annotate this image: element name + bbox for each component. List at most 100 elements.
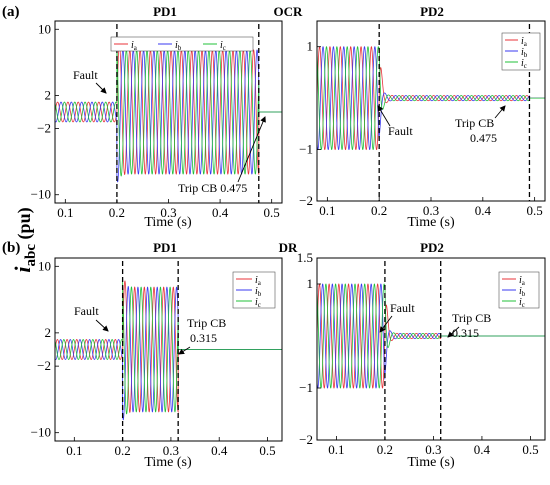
y-tick-label: −1 [299,142,313,157]
legend: ia ib ic [498,271,540,309]
x-axis-label: Time (s) [407,215,455,230]
annotation-trip-arrow [447,326,460,338]
legend: ia ib ic [110,36,254,52]
annotation-fault: Fault [74,304,99,318]
annotation-trip: Trip CB [452,311,491,325]
y-tick-label: 1 [307,276,314,291]
y-tick-label: −2 [299,432,313,447]
y-tick-label: 2 [45,325,52,340]
plot-area: 0.1 0.2 0.3 0.4 0.5 −10 −2 2 10 [31,20,283,220]
annotation-trip-arrow [237,116,266,183]
annotation-fault-arrow [377,105,391,127]
scheme-label-ocr: OCR [274,4,304,19]
annotation-trip-time: 0.475 [470,131,497,145]
annotation-trip: Trip CB 0.475 [178,181,247,195]
x-tick-label: 0.4 [474,442,491,457]
x-tick-label: 0.5 [264,205,280,220]
legend-label-ic: ic [255,297,261,309]
y-axis-label-unit: (pu) [14,207,35,244]
y-tick-label: 10 [38,21,51,36]
x-axis-label: Time (s) [144,215,192,230]
legend-label-ib: ib [175,40,182,52]
x-tick-label: 0.3 [423,203,439,218]
series-line-ic [317,46,545,151]
series-line-ib [55,48,282,183]
y-tick-label: −1 [299,380,313,395]
annotation-trip-arrow [494,105,506,119]
annotation-trip-time: 0.315 [190,331,217,345]
panel-a-pd1: PD1 0.1 0.2 0.3 0.4 0.5 −10 −2 2 10 Time (s) ia … [31,4,283,230]
x-axis-label: Time (s) [144,455,192,470]
x-tick-label: 0.2 [109,205,125,220]
annotation-trip-time: 0.315 [452,326,479,340]
plot-frame [54,257,283,442]
legend-label-ia: ia [519,275,526,287]
legend-label-ic: ic [521,58,527,70]
series-line-ic [317,283,545,389]
y-axis-label-sub: abc [23,244,39,267]
legend-label-ia: ia [131,40,138,52]
y-tick-label: 1.5 [297,250,313,265]
legend-label-ic: ic [519,297,525,309]
annotation-fault-arrow [95,319,109,332]
legend-label-ib: ib [521,47,528,59]
y-tick-label: 1 [307,39,314,54]
panel-title: PD1 [153,4,177,19]
x-tick-label: 0.4 [212,205,229,220]
x-tick-label: 0.5 [527,203,543,218]
y-tick-label: 2 [45,87,52,102]
x-tick-label: 0.3 [425,442,441,457]
panel-title: PD1 [153,240,177,255]
annotation-trip: Trip CB [455,116,494,130]
panel-a-pd2: PD2 0.1 0.2 0.3 0.4 0.5 −2 −1 1 Time (s) ia ib … [299,4,546,230]
annotation-fault: Fault [390,301,415,315]
x-tick-label: 0.2 [371,203,387,218]
x-tick-label: 0.3 [163,443,179,458]
series-line-ib [317,46,545,151]
x-axis-label: Time (s) [407,455,455,470]
x-tick-label: 0.1 [57,205,73,220]
x-tick-label: 0.2 [377,442,393,457]
x-tick-label: 0.1 [66,443,82,458]
annotation-fault-arrow [379,315,393,333]
panel-title: PD2 [420,4,444,19]
plot-frame [316,257,546,441]
legend-label-ic: ic [220,40,226,52]
annotation-fault: Fault [388,124,413,138]
annotation-trip-arrow [178,346,191,355]
scheme-label-dr: DR [279,240,298,255]
series-line-ia [55,43,282,176]
row-tag-a: (a) [2,4,20,20]
legend: ia ib ic [501,32,541,71]
annotation-fault-arrow [95,82,107,94]
x-tick-label: 0.4 [211,443,228,458]
y-axis-label-main: i [10,266,35,273]
row-tag-b: (b) [2,240,20,256]
annotation-fault: Fault [73,68,98,82]
panel-b-pd2: PD2 0.1 0.2 0.3 0.4 0.5 −2 −1 1 1.5 Time (s) ia … [297,240,546,470]
y-tick-label: −10 [31,425,51,440]
y-tick-label: −2 [299,193,313,208]
y-tick-label: 10 [38,258,51,273]
y-tick-label: −10 [31,187,51,202]
series-line-ia [317,46,545,151]
y-axis-label: iabc (pu) [10,207,39,272]
plot-area: 0.1 0.2 0.3 0.4 0.5 −2 −1 1 1.5 [297,250,546,457]
annotation-trip: Trip CB [187,316,226,330]
panel-b-pd1: PD1 0.1 0.2 0.3 0.4 0.5 −10 −2 2 10 Time (s) ia … [31,240,283,470]
legend: ia ib ic [232,271,276,309]
legend-label-ib: ib [519,286,526,298]
x-tick-label: 0.2 [114,443,130,458]
series-line-ic [55,44,282,177]
y-tick-label: −2 [37,358,51,373]
plot-area: 0.1 0.2 0.3 0.4 0.5 −2 −1 1 [299,20,546,218]
x-tick-label: 0.5 [259,443,275,458]
x-tick-label: 0.4 [475,203,492,218]
y-tick-label: −2 [37,121,51,136]
x-tick-label: 0.3 [160,205,176,220]
legend-label-ia: ia [255,275,262,287]
x-tick-label: 0.1 [319,203,335,218]
legend-box [110,36,254,52]
panel-title: PD2 [420,240,444,255]
